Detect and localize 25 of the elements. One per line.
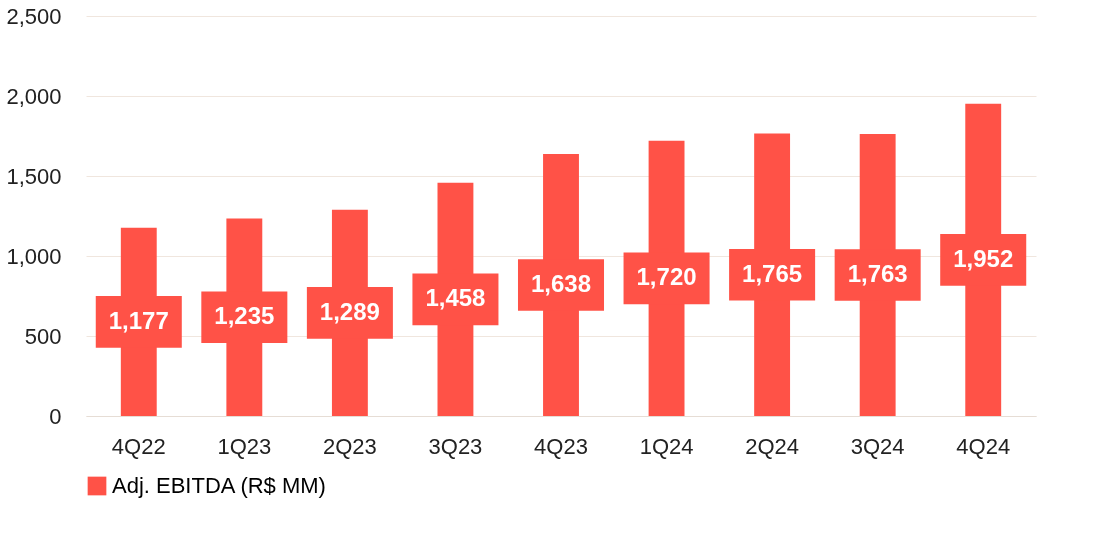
x-tick-label: 3Q23 (428, 433, 483, 459)
x-tick-label: 1Q24 (639, 433, 694, 459)
y-tick-label: 0 (49, 403, 62, 429)
x-tick-label: 2Q23 (322, 433, 377, 459)
y-tick-label: 2,000 (6, 83, 62, 109)
data-label: 1,289 (319, 297, 380, 325)
data-label: 1,235 (214, 302, 275, 330)
data-label: 1,765 (742, 259, 803, 287)
data-label: 1,638 (530, 269, 592, 297)
y-tick-label: 1,000 (6, 243, 62, 269)
y-tick-label: 1,500 (6, 163, 62, 189)
x-tick-label: 1Q23 (217, 433, 272, 459)
x-tick-label: 4Q24 (956, 433, 1011, 459)
data-label: 1,720 (636, 263, 697, 291)
y-tick-label: 500 (24, 323, 62, 349)
y-tick-label: 2,500 (6, 3, 62, 29)
x-tick-label: 2Q24 (745, 433, 800, 459)
x-tick-label: 3Q24 (850, 433, 905, 459)
x-tick-label: 4Q22 (111, 433, 166, 459)
data-label: 1,177 (108, 306, 169, 334)
legend-label: Adj. EBITDA (R$ MM) (112, 473, 326, 498)
x-tick-label: 4Q23 (534, 433, 588, 459)
data-label: 1,763 (847, 259, 908, 287)
data-label: 1,458 (425, 284, 486, 312)
data-label: 1,952 (953, 244, 1014, 272)
